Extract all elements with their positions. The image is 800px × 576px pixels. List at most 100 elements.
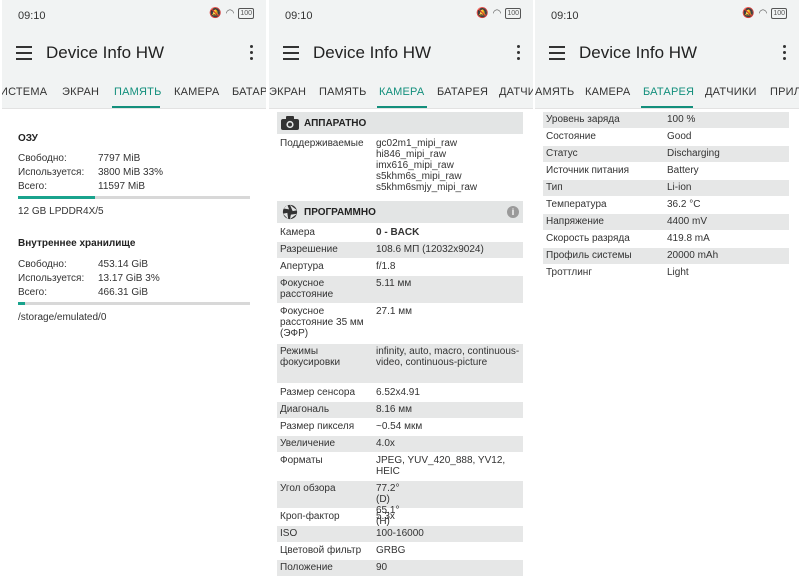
tab-bar: ЭКРАН ПАМЯТЬ КАМЕРА БАТАРЕЯ ДАТЧИ <box>269 76 533 109</box>
status-time: 09:10 <box>551 10 579 22</box>
tab-camera[interactable]: КАМЕРА <box>174 86 220 98</box>
tab-sensors[interactable]: ДАТЧИКИ <box>705 86 757 98</box>
table-row: Тип Li-ion <box>543 180 789 196</box>
tab-battery[interactable]: БАТАРЕЯ <box>643 86 695 98</box>
row-value: 5.11 мм <box>376 278 412 289</box>
table-row: Напряжение 4400 mV <box>543 214 789 230</box>
software-title: ПРОГРАММНО <box>304 207 376 218</box>
mute-icon: 🔕 <box>476 8 489 19</box>
app-title: Device Info HW <box>46 43 165 62</box>
table-row: Диагональ 8.16 мм <box>277 402 523 418</box>
info-icon[interactable]: i <box>507 206 519 218</box>
tab-battery[interactable]: БАТАРЕЯ <box>232 86 266 98</box>
tab-memory[interactable]: АМЯТЬ <box>535 86 575 98</box>
row-value: 90 <box>376 562 388 573</box>
wifi-icon: ◠ <box>225 8 235 19</box>
row-value: 8.16 мм <box>376 404 412 415</box>
row-value: 0 - BACK <box>376 227 420 238</box>
menu-icon[interactable] <box>16 46 32 60</box>
row-value: GRBG <box>376 545 406 556</box>
supported-item: imx616_mipi_raw <box>376 160 454 171</box>
ram-usage-fill <box>18 196 95 199</box>
supported-list: gc02m1_mipi_raw hi846_mipi_raw imx616_mi… <box>376 138 522 193</box>
hardware-title: АППАРАТНО <box>304 118 367 129</box>
menu-icon[interactable] <box>283 46 299 60</box>
row-value: ~0.54 мкм <box>376 421 423 432</box>
ram-used-label: Используется: <box>18 167 85 178</box>
tab-battery[interactable]: БАТАРЕЯ <box>437 86 489 98</box>
ram-type: 12 GB LPDDR4X/5 <box>18 206 104 217</box>
table-row: Уровень заряда 100 % <box>543 112 789 128</box>
row-label: Троттлинг <box>546 267 592 278</box>
wifi-icon: ◠ <box>758 8 768 19</box>
row-label: Скорость разряда <box>546 233 630 244</box>
table-row: Камера 0 - BACK <box>277 225 523 241</box>
tab-bar: ИСТЕМА ЭКРАН ПАМЯТЬ КАМЕРА БАТАРЕЯ <box>2 76 266 109</box>
row-label: Форматы <box>280 455 323 466</box>
tab-system[interactable]: ИСТЕМА <box>2 86 48 98</box>
row-label: Температура <box>546 199 607 210</box>
table-row: Скорость разряда 419.8 mA <box>543 231 789 247</box>
table-row: Источник питания Battery <box>543 163 789 179</box>
ram-free-label: Свободно: <box>18 153 67 164</box>
row-label: Кроп-фактор <box>280 511 340 522</box>
row-label: Уровень заряда <box>546 114 620 125</box>
row-label: Камера <box>280 227 315 238</box>
status-icons: 🔕 ◠ 100 <box>476 8 521 19</box>
tab-apps[interactable]: ПРИЛ <box>770 86 799 98</box>
tab-screen[interactable]: ЭКРАН <box>269 86 307 98</box>
tab-bar: АМЯТЬ КАМЕРА БАТАРЕЯ ДАТЧИКИ ПРИЛ <box>535 76 799 109</box>
storage-path: /storage/emulated/0 <box>18 312 107 323</box>
row-value: Li-ion <box>667 182 692 193</box>
app-title: Device Info HW <box>579 43 698 62</box>
tab-camera[interactable]: КАМЕРА <box>379 86 425 98</box>
row-label: Увеличение <box>280 438 336 449</box>
row-value: 4400 mV <box>667 216 708 227</box>
tab-memory[interactable]: ПАМЯТЬ <box>319 86 367 98</box>
more-options-icon[interactable] <box>517 45 521 63</box>
supported-item: s5khm6s_mipi_raw <box>376 171 462 182</box>
row-value: Good <box>667 131 692 142</box>
table-row: Троттлинг Light <box>543 265 789 281</box>
supported-item: hi846_mipi_raw <box>376 149 447 160</box>
status-bar: 09:10 🔕 ◠ 100 <box>269 0 533 34</box>
app-bar: Device Info HW <box>2 34 266 76</box>
row-value: 6.52x4.91 <box>376 387 420 398</box>
row-label: Размер пикселя <box>280 421 355 432</box>
supported-item: s5khm6smjy_mipi_raw <box>376 182 478 193</box>
row-value: JPEG, YUV_420_888, YV12, HEIC <box>376 455 506 477</box>
table-row: Форматы JPEG, YUV_420_888, YV12, HEIC <box>277 453 523 480</box>
storage-title: Внутреннее хранилище <box>18 238 136 249</box>
supported-cameras-row: Поддерживаемые gc02m1_mipi_raw hi846_mip… <box>277 136 523 200</box>
row-value: Battery <box>667 165 699 176</box>
table-row: ISO 100-16000 <box>277 526 523 542</box>
table-row: Увеличение 4.0x <box>277 436 523 452</box>
more-options-icon[interactable] <box>783 45 787 63</box>
battery-icon: 100 <box>238 8 254 19</box>
row-value: 4.0x <box>376 438 395 449</box>
tab-sensors[interactable]: ДАТЧИ <box>499 86 533 98</box>
row-value: infinity, auto, macro, continuous-video,… <box>376 346 520 368</box>
software-header: ПРОГРАММНО i <box>277 201 523 223</box>
row-label: Статус <box>546 148 578 159</box>
menu-icon[interactable] <box>549 46 565 60</box>
row-value: 20000 mAh <box>667 250 719 261</box>
tab-camera[interactable]: КАМЕРА <box>585 86 631 98</box>
storage-usage-fill <box>18 302 25 305</box>
table-row: Цветовой фильтр GRBG <box>277 543 523 559</box>
row-label: Апертура <box>280 261 324 272</box>
storage-free-label: Свободно: <box>18 259 67 270</box>
row-label: Источник питания <box>546 165 630 176</box>
more-options-icon[interactable] <box>250 45 254 63</box>
row-label: Режимы фокусировки <box>280 346 341 368</box>
tab-screen[interactable]: ЭКРАН <box>62 86 100 98</box>
tab-indicator <box>641 106 693 108</box>
ram-usage-bar <box>18 196 250 199</box>
table-row: Состояние Good <box>543 129 789 145</box>
table-row: Положение 90 <box>277 560 523 576</box>
storage-used-label: Используется: <box>18 273 85 284</box>
row-label: Фокусное расстояние 35 мм (ЭФР) <box>280 306 364 339</box>
tab-memory[interactable]: ПАМЯТЬ <box>114 86 162 98</box>
table-row: Разрешение 108.6 МП (12032x9024) <box>277 242 523 258</box>
app-bar: Device Info HW <box>535 34 799 76</box>
